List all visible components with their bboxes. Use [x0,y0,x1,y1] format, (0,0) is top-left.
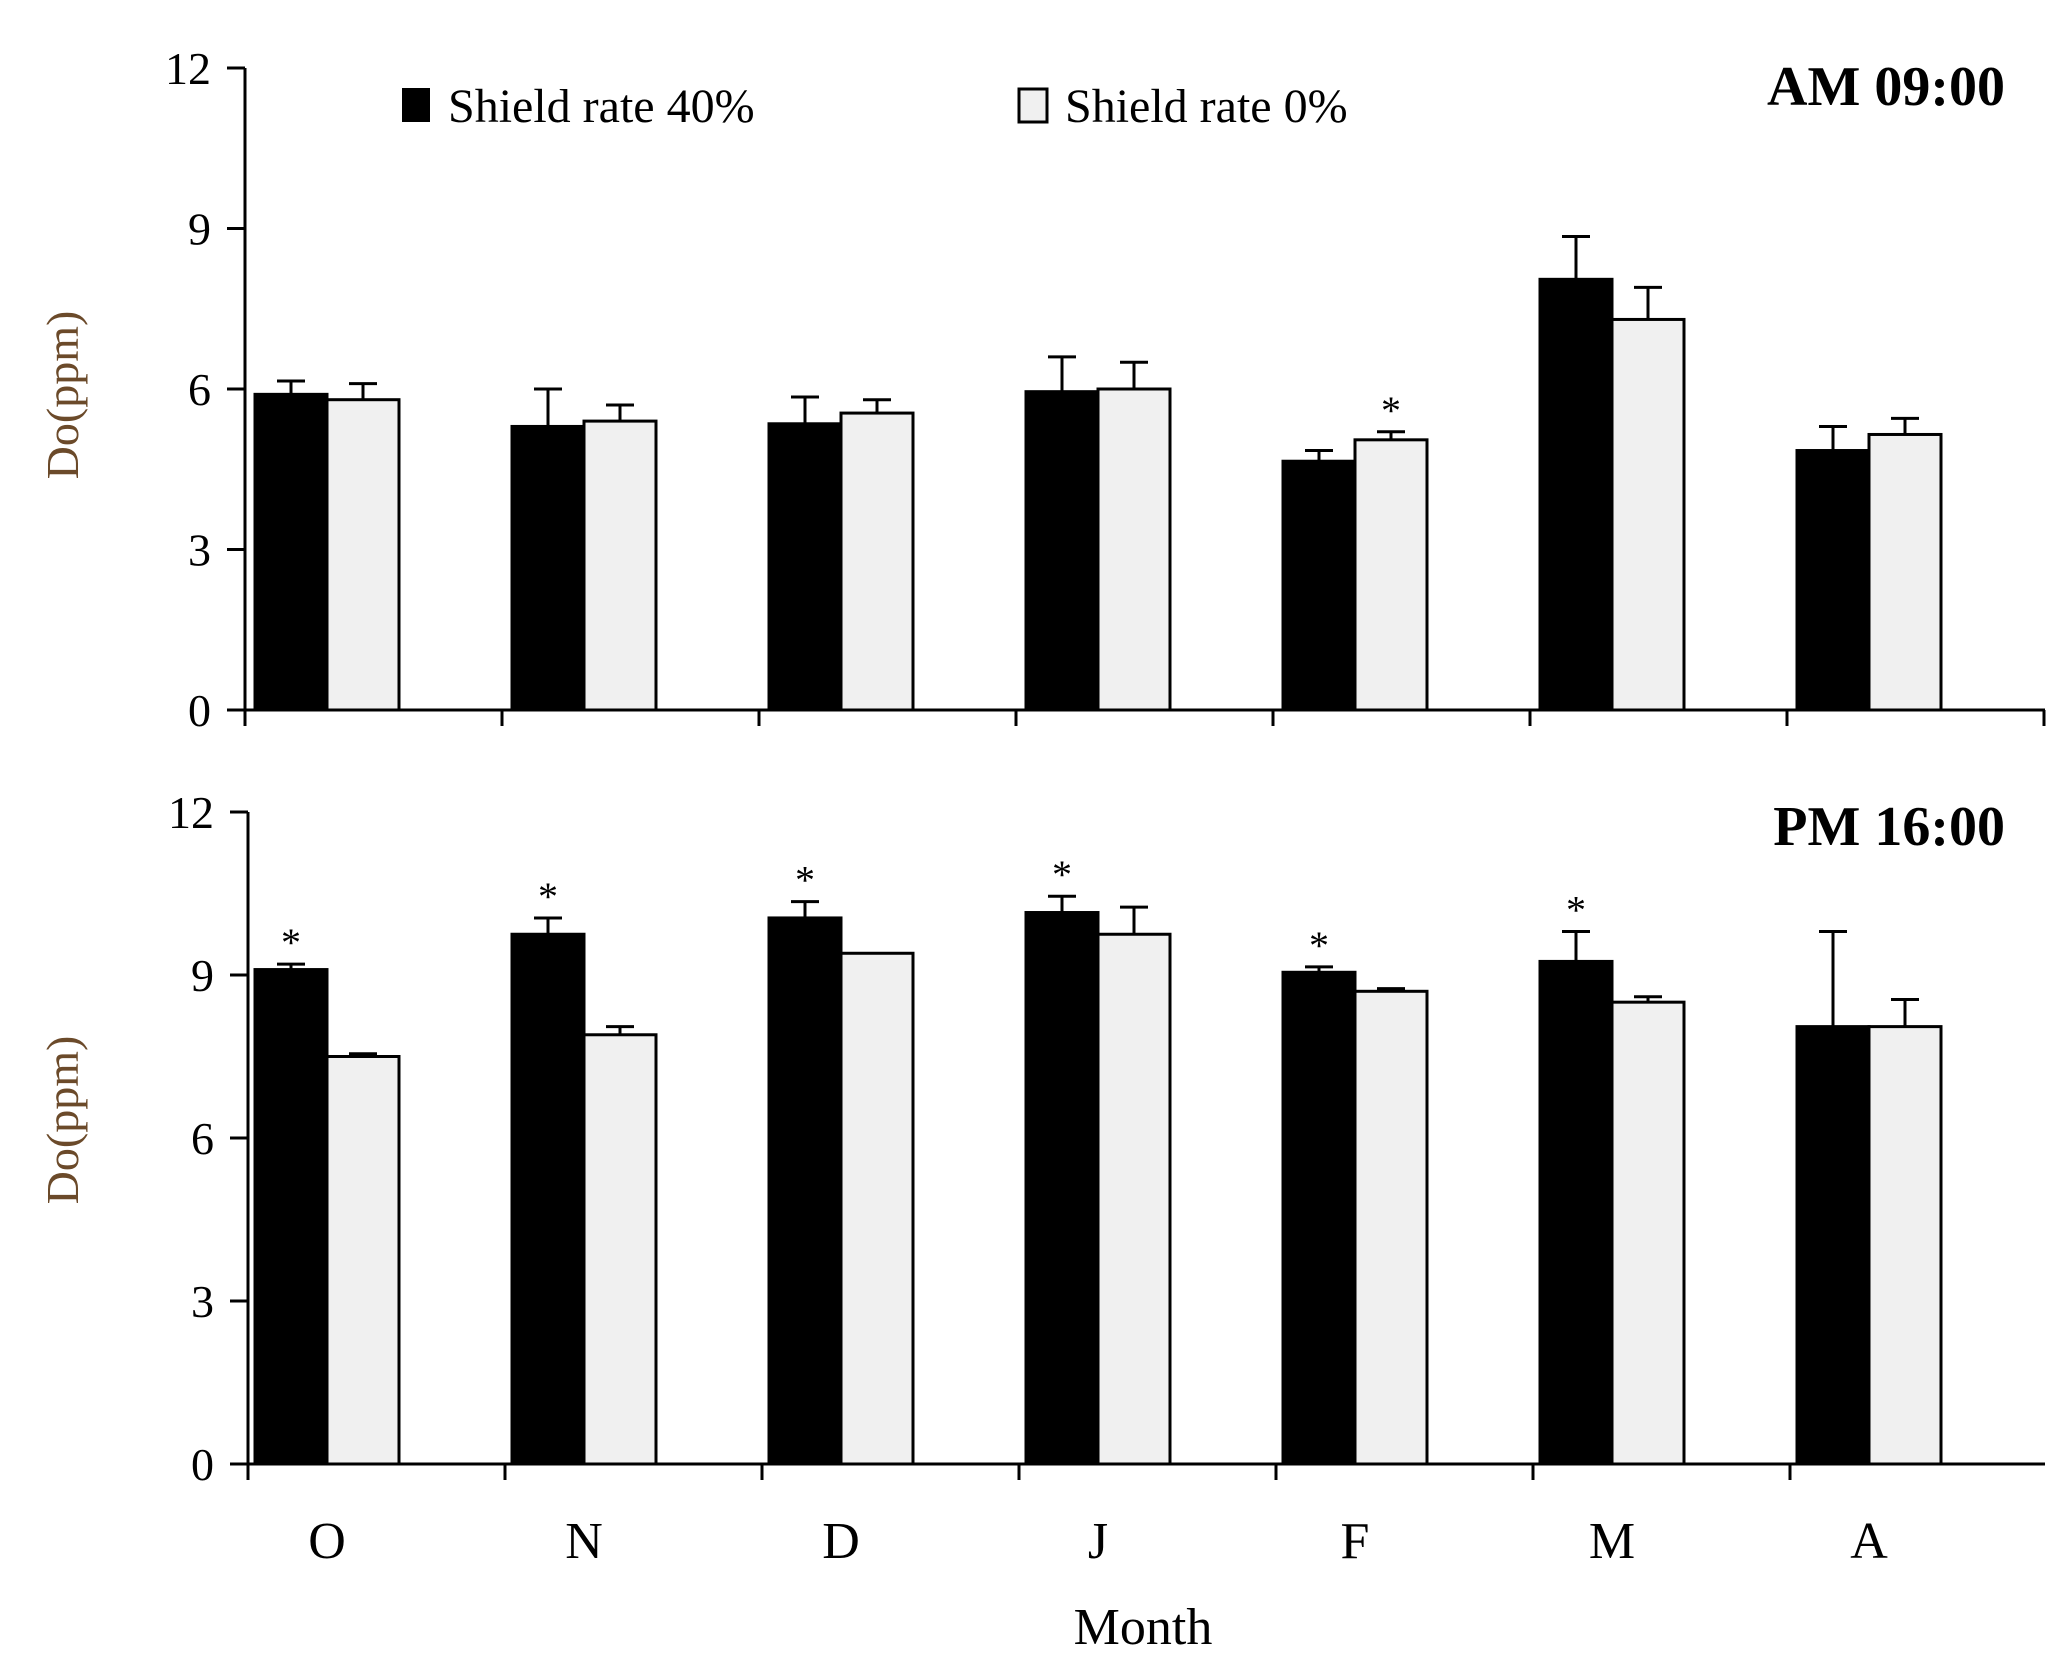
panel-am: AM 09:00 Do(ppm) 0 3 6 9 12 * [37,43,2046,736]
x-category-label: F [1341,1513,1370,1570]
y-tick-label-am: 6 [188,364,211,415]
bar-am-shield40-m [1538,277,1614,712]
x-category-label: M [1589,1513,1635,1570]
significance-marker-pm: * [538,874,558,919]
legend-label-shield-0: Shield rate 0% [1065,80,1348,133]
significance-marker-pm: * [1309,923,1329,968]
bar-pm-shield40-n [510,932,586,1466]
y-tick-label-pm: 6 [191,1113,214,1164]
bar-pm-shield40-m [1538,959,1614,1466]
bar-am-shield0-m [1610,317,1686,712]
bar-pm-shield0-d [839,951,915,1466]
x-category-label: N [565,1513,603,1570]
bar-pm-shield0-j [1096,932,1172,1466]
bar-am-shield40-j [1024,390,1100,712]
bar-pm-shield40-o [253,968,329,1466]
legend-swatch-shield-0 [1017,87,1049,124]
legend-swatch-shield-40 [402,88,430,122]
panel-pm: PM 16:00 Do(ppm) 0 3 6 9 12 * * * * * * [37,787,2045,1490]
x-category-label: J [1088,1513,1108,1570]
significance-marker-pm: * [795,858,815,903]
bar-pm-shield0-o [325,1055,401,1466]
y-axis-label-am: Do(ppm) [37,311,88,480]
bar-am-shield0-d [839,411,915,712]
y-tick-label-pm: 9 [191,950,214,1001]
bar-pm-shield0-m [1610,1000,1686,1466]
legend: Shield rate 40% Shield rate 0% [402,80,1348,133]
significance-marker-pm: * [1052,852,1072,897]
bar-am-shield40-f [1281,459,1357,712]
bar-am-shield0-a [1867,432,1943,712]
x-category-label: A [1850,1513,1888,1570]
x-category-label: D [822,1513,860,1570]
bar-pm-shield40-a [1795,1025,1871,1466]
panel-title-am: AM 09:00 [1767,56,2005,118]
y-tick-label-am: 0 [188,685,211,736]
bar-am-shield40-o [253,392,329,712]
x-category-label: O [308,1513,346,1570]
y-tick-label-am: 12 [165,43,211,94]
significance-marker-pm: * [1566,888,1586,933]
bar-pm-shield40-f [1281,970,1357,1466]
bar-pm-shield0-n [582,1033,658,1466]
bar-am-shield0-n [582,419,658,712]
y-axis-label-pm: Do(ppm) [37,1036,88,1205]
bar-am-shield0-f [1353,438,1429,712]
bar-am-shield40-n [510,424,586,712]
y-tick-label-pm: 0 [191,1439,214,1490]
y-tick-label-pm: 12 [168,787,214,838]
bar-am-shield40-a [1795,449,1871,712]
bar-pm-shield0-a [1867,1025,1943,1466]
bar-am-shield40-d [767,422,843,712]
y-tick-label-am: 9 [188,204,211,255]
bar-pm-shield40-j [1024,911,1100,1466]
panel-title-pm: PM 16:00 [1773,796,2005,858]
bar-pm-shield0-f [1353,989,1429,1466]
bar-am-shield0-o [325,398,401,712]
y-tick-label-pm: 3 [191,1276,214,1327]
y-tick-label-am: 3 [188,525,211,576]
significance-marker-pm: * [281,920,301,965]
significance-marker-am: * [1381,388,1401,433]
bar-am-shield0-j [1096,387,1172,712]
bar-pm-shield40-d [767,916,843,1466]
x-axis-label: Month [1074,1599,1213,1656]
legend-label-shield-40: Shield rate 40% [448,80,755,133]
